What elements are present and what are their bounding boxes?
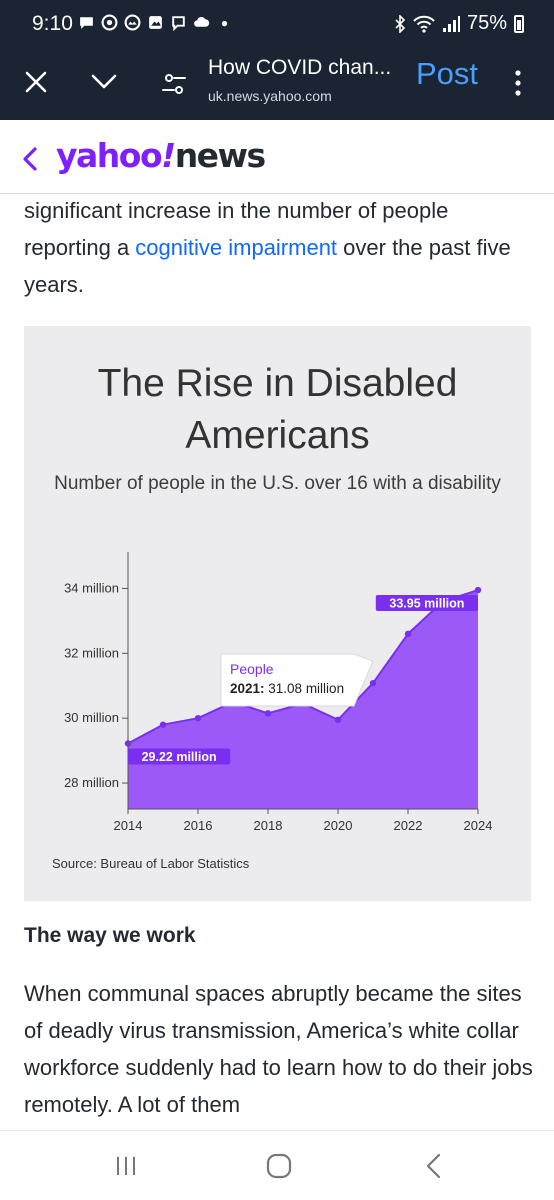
data-label: 29.22 million — [142, 750, 217, 764]
post-button[interactable]: Post — [416, 56, 479, 91]
recent-apps-icon[interactable] — [114, 1155, 138, 1177]
game-controller-icon — [101, 14, 118, 31]
battery-percent: 75% — [466, 12, 507, 34]
settings-sliders-icon[interactable] — [160, 70, 188, 98]
tooltip-box — [220, 653, 374, 707]
chart-point-2020 — [334, 716, 342, 724]
tooltip-value: 2021: 31.08 million — [230, 681, 344, 696]
back-icon[interactable] — [424, 1153, 444, 1179]
tooltip-number: 31.08 million — [268, 681, 344, 696]
y-tick-label: 34 million — [64, 580, 119, 595]
yahoo-news-logo[interactable]: yahoo!news — [56, 136, 267, 175]
paragraph-text: significant increase in the number of pe… — [24, 198, 449, 260]
chart-card: The Rise in Disabled Americans Number of… — [24, 326, 531, 901]
dot-icon — [221, 20, 228, 27]
x-tick-label: 2016 — [184, 818, 213, 833]
status-right: 75% — [394, 12, 524, 35]
cloud-icon — [194, 16, 210, 27]
data-label: 33.95 million — [389, 597, 464, 611]
cognitive-impairment-link[interactable]: cognitive impairment — [135, 235, 338, 260]
section-heading: The way we work — [24, 924, 196, 947]
chart-point-2024 — [474, 586, 482, 594]
tooltip-series: People — [230, 661, 274, 677]
chart-source: Source: Bureau of Labor Statistics — [52, 856, 250, 871]
y-tick-label: 28 million — [64, 775, 119, 790]
image-icon — [149, 16, 162, 29]
chart-subtitle: Number of people in the U.S. over 16 wit… — [54, 473, 501, 494]
system-nav-bar — [0, 1130, 554, 1200]
article-paragraph: significant increase in the number of pe… — [24, 192, 534, 303]
paragraph-text-end: over the past five years. — [24, 235, 511, 297]
status-time: 9:10 — [32, 12, 73, 35]
notification-icons — [78, 14, 233, 31]
bluetooth-icon — [395, 14, 406, 33]
chart-point-2021 — [369, 679, 377, 687]
chart-point-2018 — [264, 710, 272, 717]
logo-news: news — [174, 136, 267, 175]
close-icon[interactable] — [22, 68, 50, 96]
more-vertical-icon[interactable] — [512, 68, 524, 98]
x-tick-label: 2014 — [114, 818, 143, 833]
area-chart: 28 million 30 million 32 million 34 million… — [64, 552, 493, 833]
site-header: yahoo!news — [0, 120, 554, 194]
y-tick-label: 32 million — [64, 645, 119, 660]
logo-exclamation: ! — [161, 136, 176, 175]
battery-icon — [514, 14, 524, 33]
home-icon[interactable] — [266, 1153, 292, 1179]
x-tick-label: 2022 — [394, 818, 423, 833]
custom-tab-toolbar: How COVID chan... uk.news.yahoo.com Post — [0, 48, 554, 120]
tooltip-year: 2021: — [230, 681, 268, 696]
chart-point-2016 — [194, 714, 202, 722]
wifi-icon — [413, 15, 435, 33]
article-paragraph-2: When communal spaces abruptly became the… — [24, 981, 533, 1117]
chevron-down-icon[interactable] — [90, 70, 118, 94]
chart-point-2022 — [404, 630, 412, 638]
viber-icon — [172, 16, 185, 31]
chat-bubble-icon — [80, 17, 93, 29]
x-tick-label: 2024 — [464, 818, 493, 833]
page-url: uk.news.yahoo.com — [208, 88, 332, 104]
page-title: How COVID chan... — [208, 56, 392, 79]
status-bar: 9:10 75% — [0, 0, 554, 48]
chart-title: The Rise in Disabled Americans — [97, 362, 458, 457]
logo-yahoo: yahoo — [56, 136, 163, 175]
data-label-bg — [375, 595, 478, 612]
x-tick-label: 2020 — [324, 818, 353, 833]
back-chevron-icon[interactable] — [20, 146, 40, 172]
photo-icon — [124, 14, 141, 31]
signal-icon — [442, 15, 460, 32]
x-tick-label: 2018 — [254, 818, 283, 833]
y-tick-label: 30 million — [64, 710, 119, 725]
chart-point-2015 — [159, 721, 167, 728]
data-label-bg — [128, 748, 231, 765]
